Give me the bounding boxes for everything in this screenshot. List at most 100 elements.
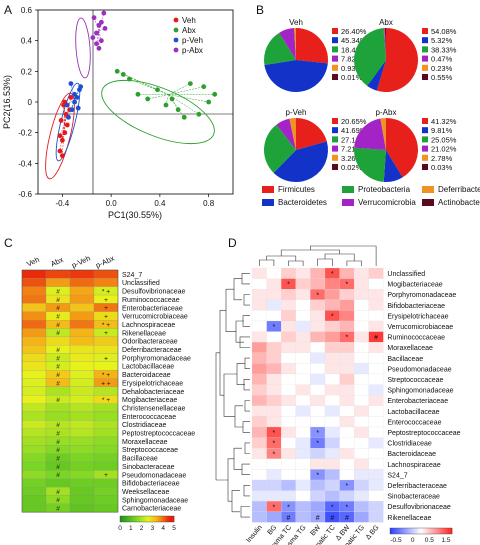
colorbar-d-segment: [441, 528, 445, 534]
colorbar-d-segment: [449, 528, 453, 534]
dendrogram-branch: [225, 288, 236, 332]
heatmap-c-cell: [93, 495, 119, 504]
heatmap-d-mark: *: [273, 451, 276, 458]
heatmap-d-cell: [295, 469, 311, 481]
colorbar-d-segment: [435, 528, 438, 534]
pie-slice: [296, 118, 327, 150]
heatmap-c-cell: [69, 470, 95, 479]
heatmap-d-row-label: Peptostreptococcaceae: [387, 430, 460, 437]
heatmap-c-cell: [69, 411, 95, 421]
pca-point-abx: [187, 81, 193, 86]
heatmap-c-row-label: Peptostreptococcaceae: [122, 431, 195, 438]
heatmap-d-mark: *: [273, 504, 276, 511]
heatmap-c-cell: [93, 361, 119, 371]
pca-y-axis-title: PC2(16.53%): [2, 75, 12, 129]
heatmap-d-cell: [354, 501, 369, 512]
heatmap-d-mark: *: [331, 271, 334, 278]
heatmap-c-cell: [21, 320, 47, 329]
pca-point-p-abx: [101, 10, 107, 16]
heatmap-d-row-label: Deferribacteraceae: [387, 483, 447, 490]
colorbar-d-segment: [423, 528, 426, 534]
heatmap-d-cell: [251, 384, 267, 396]
pca-y-tick-label: 0.2: [21, 67, 33, 76]
heatmap-d-mark: *: [346, 282, 349, 289]
heatmap-d-cell: [339, 405, 355, 417]
colorbar-c-tick: 3: [151, 525, 155, 532]
heatmap-d-cell: [295, 342, 311, 353]
heatmap-d-cell: [354, 479, 369, 491]
heatmap-d-row-label: Bifidobacteriaceae: [387, 303, 445, 310]
colorbar-c-segment: [143, 516, 146, 522]
pie-value-label: 7.21%: [341, 145, 363, 154]
heatmap-d-cell: [251, 416, 267, 428]
colorbar-c-segment: [130, 516, 133, 522]
heatmap-d-cell: [281, 426, 296, 438]
heatmap-c-cell: [69, 336, 95, 346]
colorbar-c-segment: [166, 516, 169, 522]
colorbar-c-segment: [120, 516, 123, 522]
heatmap-c-cell: [93, 503, 119, 513]
heatmap-d-cell: [368, 299, 384, 311]
heatmap-d-mark: *: [346, 483, 349, 490]
heatmap-d-cell: [339, 289, 355, 300]
heatmap-d-row-label: Streptococcaceae: [387, 377, 443, 384]
heatmap-c-row-label: Bifidobacteriaceae: [122, 481, 180, 488]
pie-title-p-veh: p-Veh: [286, 108, 307, 117]
heatmap-d-cell: [295, 395, 311, 406]
pie-legend-swatch: [332, 164, 338, 170]
heatmap-d-mark: *: [316, 430, 319, 437]
heatmap-d-cell: [339, 458, 355, 470]
heatmap-d-cell: [266, 299, 282, 311]
heatmap-d-cell: [354, 405, 369, 417]
heatmap-c-cell: [69, 294, 95, 304]
heatmap-d-cell: [339, 267, 355, 279]
heatmap-c-cell: [21, 378, 47, 387]
heatmap-d-mark: #: [330, 515, 334, 522]
heatmap-d-cell: [281, 373, 296, 385]
heatmap-d-cell: [251, 299, 267, 311]
heatmap-d-row-label: Moraxellaceae: [387, 345, 433, 352]
pie-abx: Abx 54.08%5.32%38.33%0.47%0.23%0.55%: [354, 18, 457, 92]
heatmap-d-cell: [266, 479, 282, 491]
heatmap-d-cell: [295, 384, 311, 396]
heatmap-d-col-dendrogram: [259, 245, 377, 266]
heatmap-c-row-label: Sinobacteraceae: [122, 464, 175, 471]
heatmap-c-row-label: Sphingomonadaceae: [122, 497, 188, 504]
heatmap-d: * Unclassified * * Mogibacteriaceae * Porphyro…: [215, 245, 461, 545]
heatmap-c-cell: [21, 470, 47, 479]
heatmap-c-cell: [93, 411, 119, 421]
heatmap-d-cell: [251, 437, 267, 449]
heatmap-c-row-label: Carnobacteriaceae: [122, 506, 181, 513]
heatmap-c-row-label: Dehalobacteriaceae: [122, 389, 184, 396]
pca-point-abx: [181, 114, 187, 120]
heatmap-c-row-label: Erysipelotrichaceae: [122, 380, 183, 387]
panel-a-pca-plot: A PC1(30.55%) PC2(16.53%) -0.4 0.0 0.4 0.8-…: [2, 3, 234, 220]
heatmap-c-cell: [93, 420, 119, 429]
heatmap-c-mark: * +: [102, 288, 110, 295]
heatmap-c-row-label: Ruminococcaceae: [122, 297, 180, 304]
heatmap-d-cell: [266, 395, 282, 406]
heatmap-c-cell: [45, 336, 71, 346]
heatmap-c-mark: #: [56, 506, 60, 513]
heatmap-c-cell: [93, 436, 119, 446]
dendrogram-branch: [233, 278, 242, 301]
heatmap-c-cell: [69, 286, 95, 296]
heatmap-c-row-label: Enterobacteriaceae: [122, 305, 183, 312]
col-dendrogram-branch: [310, 245, 377, 266]
heatmap-d-row-label: Desulfovibrionaceae: [387, 504, 451, 511]
pca-point-p-veh: [78, 84, 84, 90]
heatmap-d-cell: [266, 267, 282, 279]
heatmap-c-cell: [93, 269, 119, 279]
heatmap-c-row-label: Unclassified: [122, 280, 160, 287]
heatmap-d-cell: [281, 384, 296, 396]
phylum-legend-label-firmicutes: Firmicutes: [278, 185, 315, 194]
heatmap-c-cell: [69, 320, 95, 329]
pca-spoke-abx: [123, 74, 169, 95]
heatmap-d-cell: [295, 511, 311, 523]
pca-point-p-abx: [90, 35, 96, 40]
colorbar-d-segment: [425, 528, 428, 534]
pie-slice: [276, 118, 296, 150]
heatmap-c-cell: [21, 336, 47, 346]
heatmap-d-cell: [251, 342, 267, 353]
pie-slice: [264, 32, 296, 66]
